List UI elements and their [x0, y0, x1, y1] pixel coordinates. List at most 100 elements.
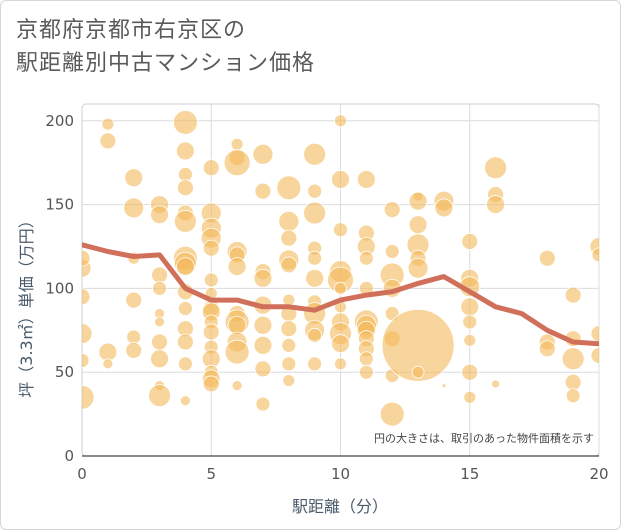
y-tick-label-3: 150 [45, 196, 74, 214]
bubble-51 [202, 323, 220, 341]
bubble-34 [175, 257, 195, 276]
bubble-62 [227, 257, 247, 276]
bubble-56 [202, 375, 220, 393]
x-tick-label-2: 10 [331, 465, 350, 483]
bubble-140 [434, 198, 454, 218]
bubble-147 [463, 333, 477, 347]
bubble-67 [224, 339, 250, 365]
bubble-145 [460, 297, 480, 317]
bubble-18 [151, 266, 168, 284]
bubble-45 [202, 239, 220, 257]
x-tick-label-1: 5 [206, 465, 216, 483]
bubble-123 [383, 201, 401, 219]
bubble-109 [331, 334, 350, 354]
bubble-75 [253, 335, 273, 355]
bubble-90 [307, 183, 323, 199]
bubble-0 [82, 384, 95, 410]
bubble-28 [177, 166, 193, 182]
bubble-138 [411, 365, 425, 379]
bubble-46 [203, 272, 219, 288]
x-tick-label-4: 20 [589, 465, 608, 483]
bubble-102 [333, 222, 348, 238]
bubble-21 [154, 316, 165, 328]
bubble-136 [407, 257, 429, 279]
bubble-91 [303, 201, 327, 225]
x-axis-label: 駅距離（分） [292, 497, 388, 516]
bubble-41 [202, 159, 220, 177]
bubble-13 [125, 291, 143, 309]
x-tick-label-3: 15 [460, 465, 479, 483]
bubble-160 [564, 373, 582, 391]
bubble-7 [101, 117, 115, 131]
bubble-76 [254, 360, 272, 378]
page-title: 京都府京都市右京区の 駅距離別中古マンション価格 [16, 14, 315, 80]
bubble-133 [408, 215, 428, 235]
bubble-93 [307, 250, 323, 266]
bubble-series [82, 110, 599, 427]
y-axis-label: 坪（3.3㎡）単価（万円） [17, 212, 36, 397]
bubble-25 [148, 384, 171, 408]
y-tick-labels: 0 50 100 150 200 [45, 112, 74, 465]
bubble-74 [253, 315, 273, 335]
bubble-3 [82, 288, 91, 306]
bubble-165 [590, 347, 599, 364]
bubble-40 [179, 395, 191, 407]
bubble-157 [564, 286, 582, 304]
bubble-142 [461, 233, 479, 250]
bubble-72 [253, 268, 273, 288]
bubble-79 [278, 210, 300, 232]
y-tick-label-1: 50 [55, 363, 74, 381]
bubble-85 [280, 320, 298, 338]
bubble-38 [176, 333, 194, 351]
bubble-146 [462, 314, 478, 330]
bubble-26 [172, 110, 198, 135]
bubble-14 [126, 329, 142, 345]
bubble-99 [307, 356, 323, 372]
x-tick-label-0: 0 [77, 465, 87, 483]
bubble-65 [227, 315, 247, 335]
bubble-89 [303, 142, 327, 166]
bubble-8 [98, 342, 118, 362]
bubble-163 [591, 247, 599, 263]
annotation-note: 円の大きさは、取引のあった物件面積を示す [374, 431, 594, 445]
bubble-9 [102, 358, 114, 370]
bubble-87 [281, 356, 297, 372]
bubble-149 [463, 390, 477, 404]
bubble-11 [123, 197, 145, 219]
bubble-82 [280, 256, 298, 274]
bubble-100 [334, 114, 347, 128]
bubble-137 [381, 308, 455, 382]
bubble-164 [590, 325, 599, 343]
trend-line [82, 242, 599, 347]
bubble-77 [255, 396, 271, 412]
bubble-153 [491, 379, 501, 389]
bubble-122 [358, 364, 374, 380]
bubble-114 [358, 250, 374, 266]
bubble-148 [461, 363, 479, 381]
bubble-101 [331, 170, 350, 189]
bubble-36 [177, 301, 193, 316]
bubble-130 [379, 401, 405, 427]
bubble-31 [173, 209, 197, 233]
bubble-19 [152, 280, 167, 296]
title-line-2: 駅距離別中古マンション価格 [16, 51, 316, 76]
bubble-17 [150, 205, 169, 225]
bubble-98 [307, 327, 323, 343]
bubble-27 [175, 141, 195, 161]
bubble-78 [276, 175, 302, 201]
bubble-22 [151, 333, 168, 351]
bubble-59 [223, 149, 251, 177]
bubble-111 [356, 170, 376, 189]
bubble-152 [486, 195, 506, 214]
bubble-39 [177, 356, 193, 372]
bubble-150 [484, 156, 508, 180]
bubble-94 [305, 268, 325, 288]
x-tick-labels: 0 5 10 15 20 [77, 465, 608, 483]
bubble-15 [125, 341, 143, 359]
bubble-29 [176, 179, 194, 197]
bubble-141 [441, 383, 447, 389]
bubble-110 [334, 357, 347, 371]
bubble-132 [408, 191, 428, 211]
bubble-80 [280, 229, 298, 247]
